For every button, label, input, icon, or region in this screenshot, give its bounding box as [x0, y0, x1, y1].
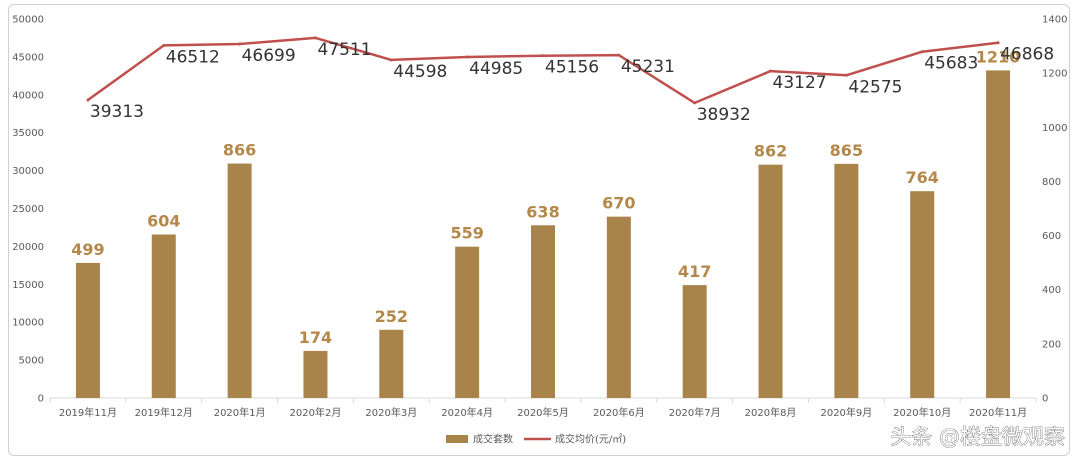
line-point — [238, 42, 242, 46]
bar-data-label: 559 — [450, 224, 483, 243]
axes: 0500010000150002000025000300003500040000… — [12, 15, 1067, 420]
line-data-label: 44985 — [469, 59, 523, 79]
line-point — [313, 36, 317, 40]
legend: 成交套数 成交均价(元/㎡) — [446, 433, 626, 446]
line-data-label: 38932 — [697, 105, 751, 125]
line-data-label: 45156 — [545, 58, 599, 78]
bar — [379, 329, 404, 398]
bar-data-label: 252 — [375, 307, 408, 326]
line-point — [389, 58, 393, 62]
x-tick-label: 2020年3月 — [365, 406, 417, 419]
line-data-label: 46512 — [166, 47, 220, 67]
bar — [682, 285, 707, 398]
y-right-tick-label: 400 — [1042, 285, 1061, 296]
line-series — [86, 36, 1000, 105]
line-point — [996, 41, 1000, 45]
x-tick-label: 2020年1月 — [214, 406, 266, 419]
y-left-tick-label: 0 — [38, 394, 44, 405]
bar — [303, 350, 328, 398]
bar-data-label: 1210 — [976, 47, 1021, 66]
bar — [75, 262, 100, 398]
legend-label-bar: 成交套数 — [473, 433, 513, 446]
bar-data-label: 764 — [906, 168, 939, 187]
bar-data-label: 174 — [299, 328, 332, 347]
x-tick-label: 2020年11月 — [969, 406, 1027, 419]
bar-data-label: 862 — [754, 142, 787, 161]
x-tick-label: 2020年4月 — [441, 406, 493, 419]
y-left-tick-label: 10000 — [12, 318, 44, 329]
line-point — [769, 69, 773, 73]
legend-label-line: 成交均价(元/㎡) — [555, 433, 626, 446]
line-data-label: 46699 — [242, 46, 296, 66]
bar-data-label: 499 — [71, 240, 104, 259]
bar — [606, 216, 631, 398]
line-data-label: 39313 — [90, 102, 144, 122]
line-data-label: 45231 — [621, 57, 675, 77]
line-point — [920, 50, 924, 54]
bar — [151, 234, 176, 398]
y-right-tick-label: 600 — [1042, 231, 1061, 242]
line-point — [541, 54, 545, 58]
line-data-label: 42575 — [848, 77, 902, 97]
legend-swatch-bar — [446, 435, 468, 443]
y-right-tick-label: 1400 — [1042, 15, 1067, 26]
line-point — [162, 43, 166, 47]
data-labels: 499 604 866 174 252 559 638 670 417 862 865 764 1210… — [71, 40, 1054, 347]
bar-data-label: 670 — [602, 194, 635, 213]
bar — [455, 246, 480, 398]
y-right-tick-label: 800 — [1042, 177, 1061, 188]
y-left-tick-label: 50000 — [12, 15, 44, 26]
x-tick-label: 2020年10月 — [893, 406, 951, 419]
line-data-label: 43127 — [773, 73, 827, 93]
bar-data-label: 865 — [830, 141, 863, 160]
y-left-tick-label: 45000 — [12, 52, 44, 63]
line-point — [693, 101, 697, 105]
x-tick-label: 2019年12月 — [135, 406, 193, 419]
y-right-tick-label: 0 — [1042, 394, 1048, 405]
bar-series — [75, 70, 1011, 398]
line-data-label: 46868 — [1000, 45, 1054, 65]
bar — [531, 225, 555, 398]
x-tick-label: 2020年6月 — [593, 406, 645, 419]
line-point — [844, 73, 848, 77]
y-left-tick-label: 30000 — [12, 166, 44, 177]
chart-frame — [8, 4, 1070, 456]
y-left-tick-label: 35000 — [12, 128, 44, 139]
y-right-tick-label: 1200 — [1042, 69, 1067, 80]
bar — [227, 163, 252, 398]
bar-data-label: 417 — [678, 262, 711, 281]
bar — [834, 163, 859, 398]
watermark-text: 头条 @楼盘微观察 — [890, 425, 1065, 449]
y-right-tick-label: 1000 — [1042, 123, 1067, 134]
x-tick-label: 2019年11月 — [59, 406, 117, 419]
line-point — [86, 98, 90, 102]
bar-data-label: 604 — [147, 211, 180, 230]
y-left-tick-label: 40000 — [12, 90, 44, 101]
bar — [910, 191, 935, 398]
y-left-tick-label: 20000 — [12, 242, 44, 253]
bar — [758, 164, 783, 398]
y-left-tick-label: 5000 — [19, 356, 44, 367]
bar — [986, 70, 1011, 398]
y-left-tick-label: 25000 — [12, 204, 44, 215]
line-data-label: 44598 — [393, 62, 447, 82]
x-tick-label: 2020年2月 — [290, 406, 342, 419]
x-tick-label: 2020年5月 — [517, 406, 569, 419]
x-tick-label: 2020年7月 — [669, 406, 721, 419]
y-right-tick-label: 200 — [1042, 339, 1061, 350]
line-point — [617, 53, 621, 57]
line-data-label: 45683 — [924, 54, 978, 74]
line-point — [465, 55, 469, 59]
bar-data-label: 866 — [223, 141, 256, 160]
x-tick-label: 2020年9月 — [820, 406, 872, 419]
x-tick-label: 2020年8月 — [745, 406, 797, 419]
bar-data-label: 638 — [526, 202, 559, 221]
line-data-label: 47511 — [317, 40, 371, 60]
y-left-tick-label: 15000 — [12, 280, 44, 291]
